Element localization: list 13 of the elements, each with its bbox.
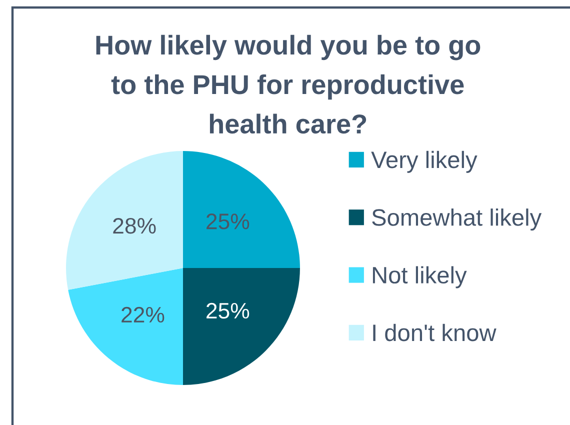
data-label: 25% [206, 302, 250, 319]
legend-label: Not likely [372, 266, 467, 288]
chart-title: How likely would you be to go to the PHU for reproductive health care? [96, 34, 480, 134]
legend-label: Somewhat likely [372, 208, 542, 231]
legend-label: Very likely [371, 150, 478, 173]
pie-slice [183, 268, 300, 385]
data-label: 22% [122, 306, 164, 323]
pie-slice [66, 151, 183, 290]
legend-label: I don't know [373, 324, 496, 342]
pie-slice [68, 268, 183, 385]
pie-slice [183, 151, 300, 268]
data-label: 25% [206, 214, 250, 230]
data-label: 28% [113, 218, 156, 234]
